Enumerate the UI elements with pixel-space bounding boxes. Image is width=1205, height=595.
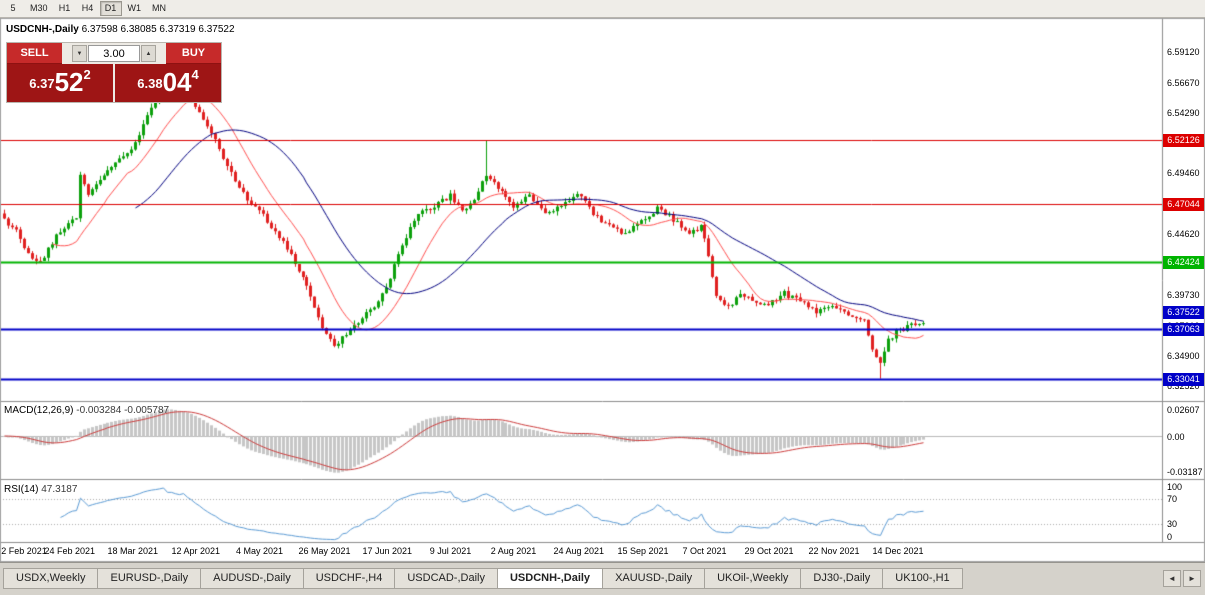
trade-panel-top-row: SELL ▼ ▲ BUY (7, 43, 221, 64)
price-axis-tick: 6.54290 (1167, 107, 1200, 118)
date-axis-label: 14 Dec 2021 (872, 546, 924, 556)
date-axis-label: 17 Jun 2021 (362, 546, 413, 556)
date-axis-label: 4 May 2021 (235, 546, 284, 556)
price-axis-tick: 6.39730 (1167, 290, 1200, 301)
chart-tab-usdx-weekly[interactable]: USDX,Weekly (3, 568, 99, 589)
macd-values: -0.003284 -0.005787 (76, 405, 170, 416)
date-axis-label: 2 Feb 2021 (1, 546, 47, 556)
date-axis-label: 7 Oct 2021 (682, 546, 727, 556)
ask-big-digits: 04 (162, 67, 192, 97)
chart-tab-usdcnh-daily[interactable]: USDCNH-,Daily (497, 568, 604, 589)
chart-tab-eurusd-daily[interactable]: EURUSD-,Daily (98, 568, 202, 589)
timeframe-button-w1[interactable]: W1 (123, 1, 147, 16)
tab-scroll-left-icon[interactable]: ◄ (1163, 570, 1181, 587)
timeframe-button-h4[interactable]: H4 (77, 1, 99, 16)
price-axis-tick: 6.56670 (1167, 77, 1200, 88)
ask-head: 6.38 (137, 76, 163, 91)
date-axis-label: 29 Oct 2021 (744, 546, 794, 556)
hline-price-label: 6.52126 (1163, 133, 1204, 147)
volume-increase-icon[interactable]: ▲ (141, 45, 156, 62)
rsi-axis-value: 100 (1167, 482, 1183, 492)
date-axis-label: 24 Feb 2021 (44, 546, 96, 556)
rsi-indicator-label: RSI(14) 47.3187 (4, 484, 77, 495)
timeframe-button-5[interactable]: 5 (2, 1, 24, 16)
date-axis-label: 15 Sep 2021 (617, 546, 669, 556)
chart-tab-usdchf-h4[interactable]: USDCHF-,H4 (303, 568, 396, 589)
buy-price-display[interactable]: 6.38 04 4 (115, 64, 221, 102)
tab-scroll-right-icon[interactable]: ► (1183, 570, 1201, 587)
rsi-value: 47.3187 (41, 484, 78, 495)
symbol-period-label: USDCNH-,Daily (6, 24, 79, 35)
date-axis-label: 26 May 2021 (298, 546, 351, 556)
chart-tab-xauusd-daily[interactable]: XAUUSD-,Daily (603, 568, 706, 589)
chart-tab-ukoil-weekly[interactable]: UKOil-,Weekly (705, 568, 802, 589)
date-axis-label: 12 Apr 2021 (171, 546, 221, 556)
ohlc-values: 6.37598 6.38085 6.37319 6.37522 (81, 24, 235, 35)
volume-input[interactable] (88, 45, 140, 62)
chart-tab-uk100-h1[interactable]: UK100-,H1 (883, 568, 963, 589)
sell-price-display[interactable]: 6.37 52 2 (7, 64, 113, 102)
trade-panel-price-row: 6.37 52 2 6.38 04 4 (7, 64, 221, 102)
chart-canvas[interactable] (0, 18, 1205, 562)
date-axis-label: 2 Aug 2021 (490, 546, 537, 556)
buy-button[interactable]: BUY (166, 43, 221, 64)
chart-area: USDCNH-,Daily 6.37598 6.38085 6.37319 6.… (0, 18, 1205, 562)
date-axis-label: 18 Mar 2021 (107, 546, 159, 556)
macd-axis-value: -0.03187 (1167, 467, 1203, 477)
chart-tab-audusd-daily[interactable]: AUDUSD-,Daily (201, 568, 304, 589)
macd-name: MACD(12,26,9) (4, 405, 74, 416)
timeframe-button-d1[interactable]: D1 (99, 1, 122, 16)
timeframe-toolbar: 5 M30 H1 H4 D1 W1 MN (0, 0, 1205, 18)
volume-control: ▼ ▲ (62, 43, 166, 64)
price-axis-tick: 6.34900 (1167, 351, 1200, 362)
ask-sup-digit: 4 (191, 67, 199, 82)
timeframe-button-m30[interactable]: M30 (25, 1, 53, 16)
tab-scroll-buttons: ◄ ► (1163, 570, 1201, 587)
hline-price-label: 6.37063 (1163, 322, 1204, 336)
chart-tab-usdcad-daily[interactable]: USDCAD-,Daily (395, 568, 498, 589)
price-axis-tick: 6.59120 (1167, 47, 1200, 58)
date-axis-label: 24 Aug 2021 (553, 546, 605, 556)
chart-tab-bar: USDX,Weekly EURUSD-,Daily AUDUSD-,Daily USD… (0, 562, 1205, 595)
macd-axis-value: 0.02607 (1167, 405, 1200, 415)
timeframe-button-h1[interactable]: H1 (54, 1, 76, 16)
bid-big-digits: 52 (54, 67, 84, 97)
rsi-name: RSI(14) (4, 484, 39, 495)
bid-head: 6.37 (29, 76, 55, 91)
hline-price-label: 6.47044 (1163, 197, 1204, 211)
hline-price-label: 6.42424 (1163, 255, 1204, 269)
date-axis-label: 22 Nov 2021 (808, 546, 860, 556)
bid-sup-digit: 2 (83, 67, 91, 82)
macd-indicator-label: MACD(12,26,9) -0.003284 -0.005787 (4, 405, 169, 416)
sell-button[interactable]: SELL (7, 43, 62, 64)
chart-title: USDCNH-,Daily 6.37598 6.38085 6.37319 6.… (6, 24, 235, 35)
chart-tab-dj30-daily[interactable]: DJ30-,Daily (801, 568, 884, 589)
date-axis-label: 9 Jul 2021 (429, 546, 472, 556)
timeframe-button-mn[interactable]: MN (147, 1, 171, 16)
rsi-axis-value: 70 (1167, 494, 1178, 505)
rsi-axis-value: 30 (1167, 518, 1178, 529)
volume-decrease-icon[interactable]: ▼ (72, 45, 87, 62)
macd-axis-value: 0.00 (1167, 431, 1185, 442)
current-price-label: 6.37522 (1163, 306, 1204, 320)
price-axis-tick: 6.49460 (1167, 168, 1200, 179)
price-axis-tick: 6.44620 (1167, 229, 1200, 240)
rsi-axis-value: 0 (1167, 532, 1173, 542)
hline-price-label: 6.33041 (1163, 373, 1204, 387)
